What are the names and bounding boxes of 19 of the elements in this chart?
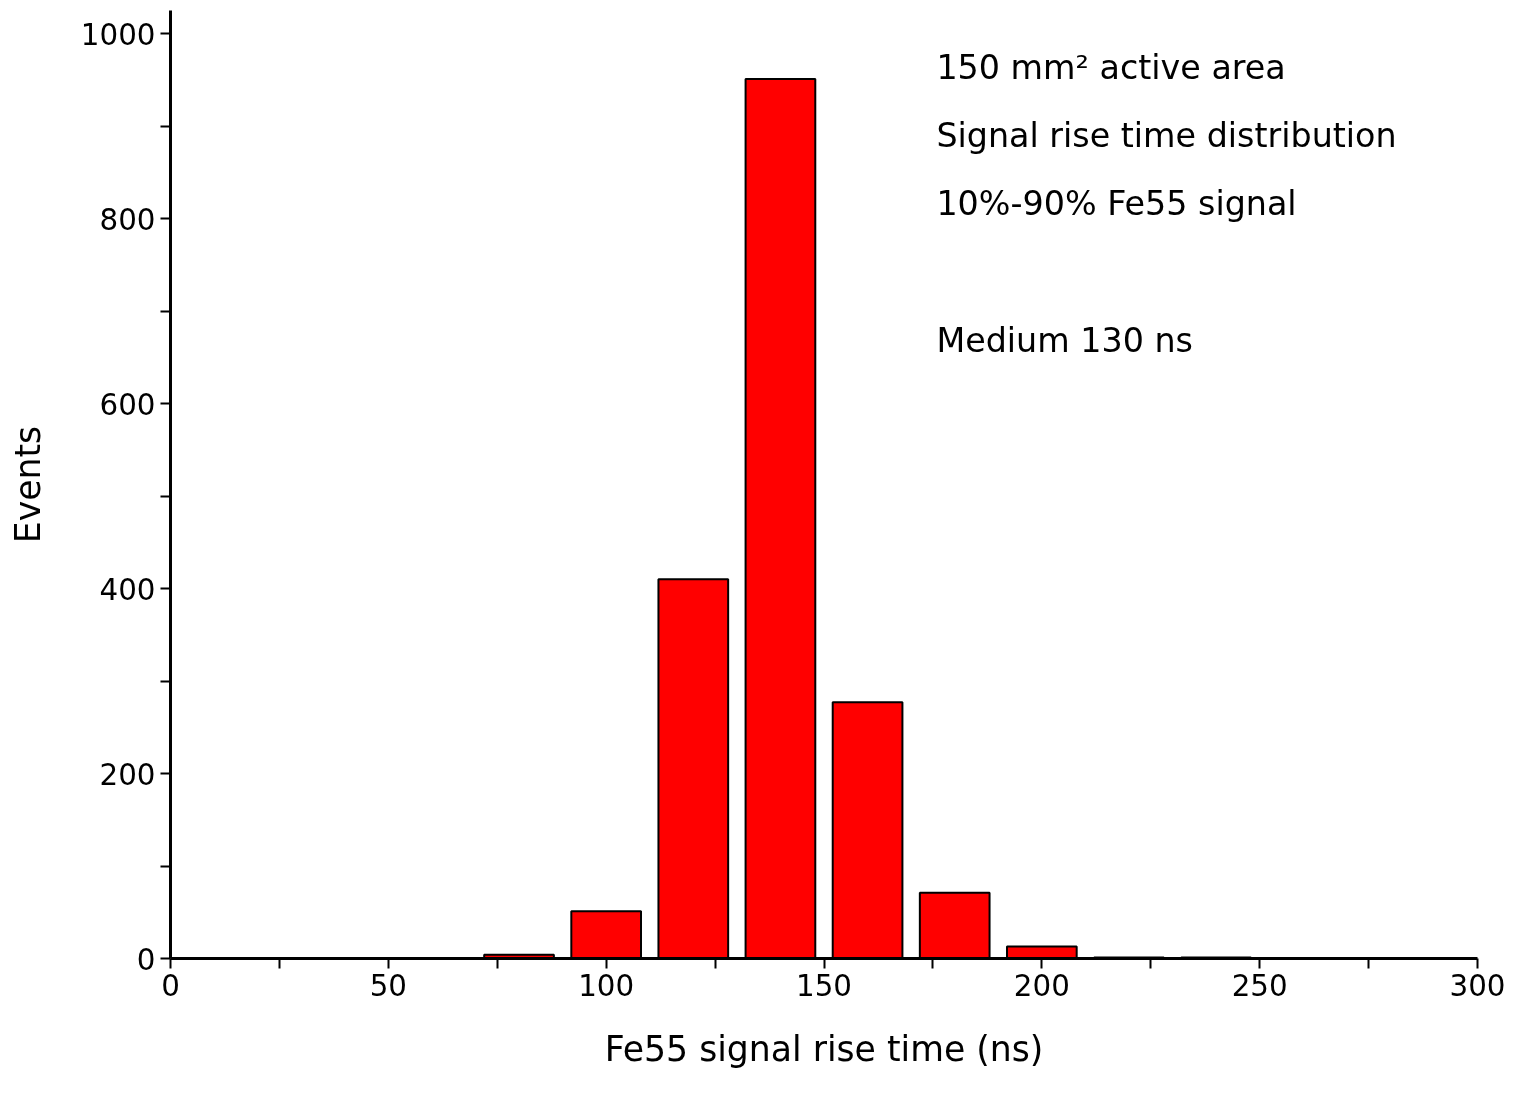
- x-tick-label: 250: [1231, 968, 1288, 1003]
- y-tick-label: 600: [99, 387, 156, 422]
- y-tick-label: 0: [136, 942, 156, 977]
- annotation: Medium 130 ns: [936, 320, 1193, 360]
- annotation: Signal rise time distribution: [936, 116, 1397, 156]
- x-tick-label: 50: [369, 968, 407, 1003]
- y-tick-label: 800: [99, 202, 156, 237]
- y-tick-label: 200: [99, 757, 156, 792]
- annotation: 10%-90% Fe55 signal: [936, 184, 1297, 224]
- x-tick-label: 0: [161, 968, 180, 1003]
- x-axis-title: Fe55 signal rise time (ns): [604, 1028, 1044, 1069]
- y-tick-label: 1000: [80, 17, 156, 52]
- x-tick-label: 200: [1013, 968, 1070, 1003]
- x-tick-label: 150: [796, 968, 852, 1003]
- annotation: 150 mm² active area: [936, 47, 1286, 87]
- x-tick-label: 300: [1449, 968, 1506, 1003]
- y-tick-label: 400: [99, 572, 156, 607]
- y-axis-title: Events: [7, 425, 48, 544]
- x-tick-label: 100: [578, 968, 635, 1003]
